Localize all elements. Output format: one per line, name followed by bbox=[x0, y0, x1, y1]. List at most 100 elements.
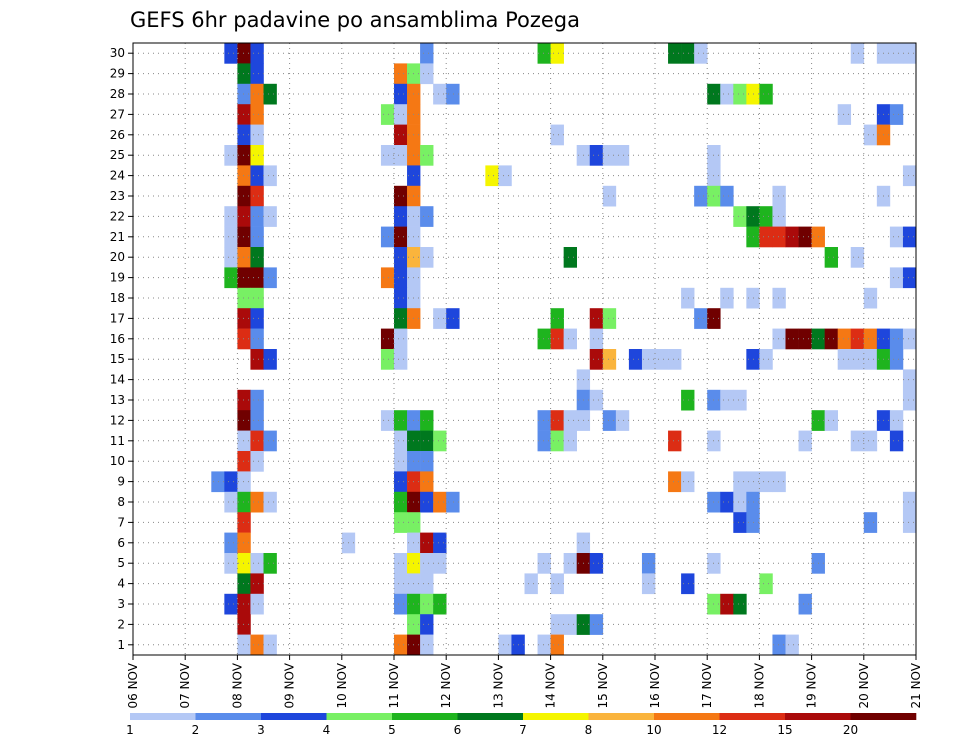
heatmap-cell bbox=[563, 553, 577, 574]
heatmap-cell bbox=[537, 634, 551, 656]
y-tick-label: 9 bbox=[117, 475, 125, 489]
heatmap-cell bbox=[563, 247, 577, 268]
y-tick-label: 10 bbox=[110, 454, 125, 468]
y-tick-label: 18 bbox=[110, 291, 125, 305]
heatmap-cell bbox=[420, 573, 434, 595]
heatmap-cell bbox=[589, 389, 604, 411]
heatmap-cell bbox=[224, 206, 238, 227]
heatmap-cell bbox=[863, 124, 878, 146]
heatmap-cell bbox=[224, 247, 238, 268]
heatmap-cell bbox=[863, 349, 878, 370]
heatmap-cell bbox=[237, 124, 251, 146]
heatmap-cell bbox=[433, 308, 447, 329]
y-tick-label: 4 bbox=[117, 577, 125, 591]
heatmap-cell bbox=[224, 471, 238, 493]
heatmap-cell bbox=[850, 247, 865, 268]
heatmap-cell bbox=[550, 614, 564, 635]
colorbar-swatch bbox=[588, 713, 655, 720]
heatmap-cell bbox=[237, 287, 251, 309]
heatmap-cell bbox=[759, 349, 773, 370]
x-tick-label: 16 NOV bbox=[648, 662, 662, 708]
heatmap-cell bbox=[550, 124, 564, 146]
heatmap-cell bbox=[759, 573, 773, 595]
x-tick-label: 18 NOV bbox=[752, 662, 766, 708]
heatmap-cell bbox=[563, 614, 577, 635]
heatmap-cell bbox=[420, 491, 434, 513]
x-tick-label: 12 NOV bbox=[439, 662, 453, 708]
heatmap-cell bbox=[250, 287, 264, 309]
heatmap-cell bbox=[250, 634, 264, 656]
colorbar-label: 20 bbox=[843, 723, 858, 737]
heatmap-cell bbox=[537, 553, 551, 574]
heatmap-cell bbox=[772, 226, 786, 248]
heatmap-cell bbox=[380, 267, 395, 289]
heatmap-cell bbox=[250, 430, 264, 452]
heatmap-cell bbox=[433, 553, 447, 574]
heatmap-cell bbox=[602, 349, 617, 370]
heatmap-cell bbox=[237, 328, 251, 350]
heatmap-cell bbox=[420, 145, 434, 166]
heatmap-cell bbox=[563, 328, 577, 350]
x-axis-ticks: 06 NOV 07 NOV 08 NOV 09 NOV 10 NOV 11 NOV 12 N… bbox=[126, 655, 923, 709]
heatmap-cell bbox=[394, 124, 408, 146]
heatmap-cell bbox=[863, 512, 878, 533]
heatmap-cell bbox=[537, 328, 551, 350]
heatmap-cell bbox=[394, 308, 408, 329]
x-tick-label: 21 NOV bbox=[909, 662, 923, 708]
heatmap-cell bbox=[446, 83, 460, 105]
heatmap-cell bbox=[850, 430, 865, 452]
heatmap-cell bbox=[550, 430, 564, 452]
colorbar-swatch bbox=[654, 713, 720, 720]
y-tick-label: 22 bbox=[110, 209, 125, 223]
heatmap-cell bbox=[889, 349, 904, 370]
heatmap-cell bbox=[889, 43, 904, 64]
y-tick-label: 17 bbox=[110, 311, 125, 325]
heatmap-cell bbox=[498, 634, 512, 656]
y-tick-label: 12 bbox=[110, 413, 125, 427]
heatmap-cell bbox=[250, 145, 264, 166]
heatmap-cell bbox=[250, 389, 264, 411]
heatmap-cell bbox=[759, 471, 773, 493]
y-tick-label: 2 bbox=[117, 617, 125, 631]
heatmap-cell bbox=[824, 328, 838, 350]
heatmap-cell bbox=[250, 83, 264, 105]
x-tick-label: 19 NOV bbox=[805, 662, 819, 708]
heatmap-cell bbox=[589, 614, 604, 635]
heatmap-cell bbox=[250, 328, 264, 350]
heatmap-cell bbox=[420, 553, 434, 574]
colorbar-swatch bbox=[523, 713, 589, 720]
heatmap-cell bbox=[550, 634, 564, 656]
heatmap-cell bbox=[237, 573, 251, 595]
heatmap-cell bbox=[224, 226, 238, 248]
heatmap-cell bbox=[394, 145, 408, 166]
heatmap-cell bbox=[420, 593, 434, 615]
heatmap-cell bbox=[380, 410, 395, 431]
heatmap-cell bbox=[694, 308, 708, 329]
heatmap-cell bbox=[733, 471, 747, 493]
heatmap-cell bbox=[237, 145, 251, 166]
heatmap-cell bbox=[863, 430, 878, 452]
x-tick-label: 15 NOV bbox=[596, 662, 610, 708]
heatmap-cell bbox=[237, 83, 251, 105]
colorbar-swatch bbox=[195, 713, 262, 720]
heatmap-cell bbox=[433, 491, 447, 513]
heatmap-cell bbox=[628, 349, 643, 370]
heatmap-cell bbox=[681, 389, 695, 411]
heatmap-cell bbox=[733, 206, 747, 227]
heatmap-cell bbox=[485, 165, 499, 187]
heatmap-cell bbox=[837, 349, 852, 370]
heatmap-cell bbox=[263, 83, 277, 105]
heatmap-cell bbox=[263, 491, 277, 513]
heatmap-cell bbox=[237, 308, 251, 329]
heatmap-cell bbox=[394, 634, 408, 656]
heatmap-cell bbox=[602, 410, 617, 431]
y-tick-label: 16 bbox=[110, 332, 125, 346]
heatmap-cell bbox=[889, 410, 904, 431]
heatmap-cell bbox=[889, 430, 904, 452]
heatmap-cell bbox=[263, 553, 277, 574]
y-tick-label: 3 bbox=[117, 597, 125, 611]
heatmap-cell bbox=[524, 573, 538, 595]
heatmap-cell bbox=[237, 165, 251, 187]
heatmap-cell bbox=[394, 328, 408, 350]
heatmap-cell bbox=[433, 593, 447, 615]
